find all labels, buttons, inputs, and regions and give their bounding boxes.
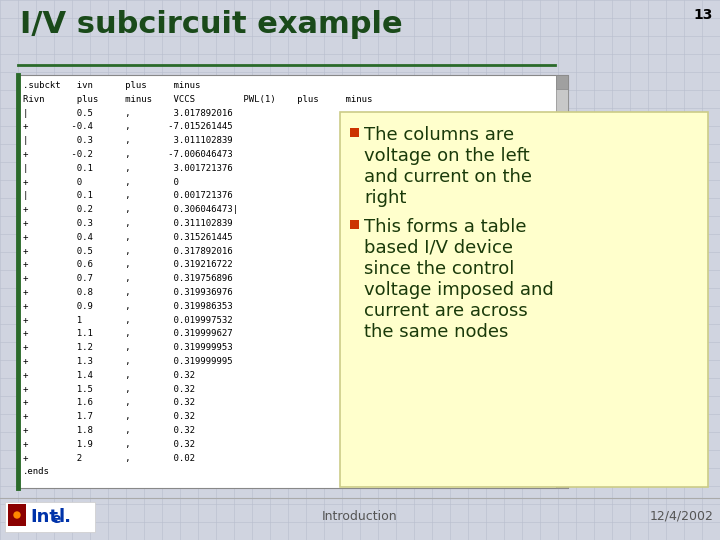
Text: 13: 13 <box>693 8 713 22</box>
Text: +         1.4      ,        0.32: + 1.4 , 0.32 <box>23 371 195 380</box>
Text: +         2        ,        0.02: + 2 , 0.02 <box>23 454 195 463</box>
Text: +         1.2      ,        0.319999953: + 1.2 , 0.319999953 <box>23 343 233 352</box>
Text: +        -0.4      ,       -7.015261445: + -0.4 , -7.015261445 <box>23 123 233 131</box>
Bar <box>18 75 568 488</box>
Text: Introduction: Introduction <box>322 510 398 523</box>
Text: since the control: since the control <box>364 260 514 278</box>
Text: and current on the: and current on the <box>364 168 532 186</box>
Text: |         0.1      ,        3.001721376: | 0.1 , 3.001721376 <box>23 164 233 173</box>
Text: Int: Int <box>30 508 58 526</box>
Text: +         0.6      ,        0.319216722: + 0.6 , 0.319216722 <box>23 260 233 269</box>
Bar <box>340 112 708 487</box>
Bar <box>556 474 568 488</box>
Text: +         0.8      ,        0.319936976: + 0.8 , 0.319936976 <box>23 288 233 297</box>
Text: +         0.7      ,        0.319756896: + 0.7 , 0.319756896 <box>23 274 233 283</box>
Text: .subckt   ivn      plus     minus: .subckt ivn plus minus <box>23 81 200 90</box>
Text: based I/V device: based I/V device <box>364 239 513 257</box>
Text: +         1.3      ,        0.319999995: + 1.3 , 0.319999995 <box>23 357 233 366</box>
Text: voltage on the left: voltage on the left <box>364 147 530 165</box>
Text: right: right <box>364 189 406 207</box>
Text: +         0.4      ,        0.315261445: + 0.4 , 0.315261445 <box>23 233 233 242</box>
Bar <box>350 128 359 137</box>
Circle shape <box>14 512 20 518</box>
Bar <box>350 220 359 229</box>
Bar <box>556 75 568 89</box>
Bar <box>8 504 26 526</box>
Bar <box>556 75 568 488</box>
Text: +         0        ,        0: + 0 , 0 <box>23 178 179 187</box>
Text: This forms a table: This forms a table <box>364 218 526 236</box>
Text: +         1.5      ,        0.32: + 1.5 , 0.32 <box>23 384 195 394</box>
Text: current are across: current are across <box>364 302 528 320</box>
Text: +         1.7      ,        0.32: + 1.7 , 0.32 <box>23 412 195 421</box>
Text: The columns are: The columns are <box>364 126 514 144</box>
Text: .ends: .ends <box>23 468 50 476</box>
Text: +         0.5      ,        0.317892016: + 0.5 , 0.317892016 <box>23 247 233 255</box>
Text: 12/4/2002: 12/4/2002 <box>650 510 714 523</box>
Text: I/V subcircuit example: I/V subcircuit example <box>20 10 402 39</box>
Text: Rivn      plus     minus    VCCS         PWL(1)    plus     minus: Rivn plus minus VCCS PWL(1) plus minus <box>23 95 372 104</box>
Text: |         0.1      ,        0.001721376: | 0.1 , 0.001721376 <box>23 191 233 200</box>
Text: +         0.2      ,        0.306046473|: + 0.2 , 0.306046473| <box>23 205 238 214</box>
Text: +         1.8      ,        0.32: + 1.8 , 0.32 <box>23 426 195 435</box>
Text: |         0.5      ,        3.017892016: | 0.5 , 3.017892016 <box>23 109 233 118</box>
Text: +         1        ,        0.019997532: + 1 , 0.019997532 <box>23 315 233 325</box>
Text: +         1.1      ,        0.319999627: + 1.1 , 0.319999627 <box>23 329 233 339</box>
Text: the same nodes: the same nodes <box>364 323 508 341</box>
Text: +         0.9      ,        0.319986353: + 0.9 , 0.319986353 <box>23 302 233 311</box>
Text: l.: l. <box>58 508 71 526</box>
Text: +         0.3      ,        0.311102839: + 0.3 , 0.311102839 <box>23 219 233 228</box>
Text: +         1.9      ,        0.32: + 1.9 , 0.32 <box>23 440 195 449</box>
Text: |         0.3      ,        3.011102839: | 0.3 , 3.011102839 <box>23 136 233 145</box>
Bar <box>5 502 95 532</box>
Text: +         1.6      ,        0.32: + 1.6 , 0.32 <box>23 399 195 407</box>
Text: +        -0.2      ,       -7.006046473: + -0.2 , -7.006046473 <box>23 150 233 159</box>
Text: voltage imposed and: voltage imposed and <box>364 281 554 299</box>
Text: e: e <box>51 512 60 526</box>
